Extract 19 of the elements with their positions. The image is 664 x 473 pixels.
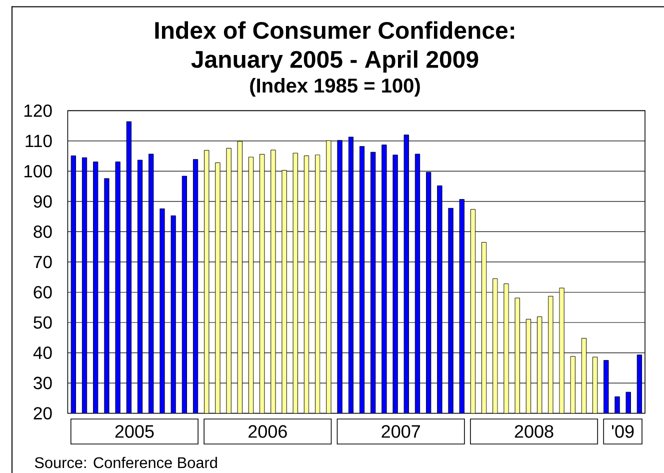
y-tick-label: 30	[34, 376, 52, 390]
y-tick-label: 110	[26, 134, 52, 148]
x-tick-label: 2005	[115, 425, 154, 438]
y-tick-label: 90	[34, 195, 52, 208]
source-note: Source: Conference Board	[34, 456, 217, 468]
y-tick-label: 60	[34, 286, 52, 298]
x-tick-label: 2006	[248, 425, 287, 438]
y-tick-label: 100	[24, 164, 52, 178]
y-tick-label: 40	[33, 346, 52, 359]
y-tick-label: 50	[34, 316, 52, 329]
x-tick-label: 2007	[382, 425, 420, 438]
x-tick-label: 2008	[514, 425, 554, 438]
y-tick-label: 120	[24, 104, 52, 117]
y-tick-label: 80	[34, 226, 52, 238]
x-tick-label: '09	[612, 425, 634, 438]
chart-subtitle: (Index 1985 = 100)	[250, 78, 420, 97]
chart-title: Index of Consumer Confidence: January 2005 - April 2009	[155, 21, 514, 73]
y-tick-label: 70	[34, 256, 52, 268]
y-tick-label: 20	[34, 407, 52, 420]
